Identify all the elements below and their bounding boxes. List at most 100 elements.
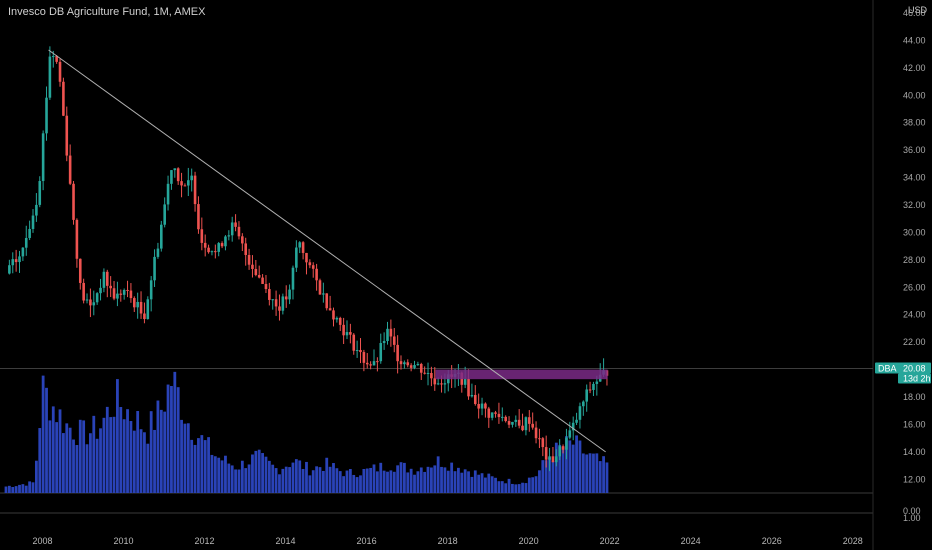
- candle-body: [288, 289, 291, 300]
- volume-bar: [531, 477, 535, 493]
- volume-bar: [325, 457, 329, 493]
- volume-bar: [338, 471, 342, 493]
- candle-body: [318, 280, 322, 295]
- y-tick-label: 42.00: [903, 63, 926, 73]
- lower-pane-tick: 1.00: [903, 513, 921, 523]
- volume-bar: [524, 483, 528, 493]
- candle-body: [217, 243, 220, 252]
- y-tick-label: 12.00: [903, 474, 926, 484]
- candle-body: [362, 352, 366, 363]
- candle-body: [538, 438, 541, 440]
- x-tick-label: 2018: [438, 536, 458, 546]
- volume-bar: [440, 466, 443, 493]
- x-tick-label: 2016: [357, 536, 377, 546]
- y-tick-label: 30.00: [903, 227, 926, 237]
- volume-bar: [305, 461, 308, 493]
- candle-body: [68, 155, 72, 184]
- volume-bar: [126, 409, 129, 493]
- volume-bar: [112, 416, 116, 493]
- volume-bar: [598, 461, 602, 493]
- volume-bar: [392, 471, 396, 493]
- time-axis: 2008 2010 2012 2014 2016 2018 2020 2022 2024 2026…: [32, 536, 862, 546]
- volume-bar: [575, 435, 578, 493]
- volume-bar: [58, 409, 62, 493]
- volume-bar: [200, 435, 204, 493]
- candle-body: [203, 242, 207, 248]
- candle-body: [595, 381, 599, 384]
- candle-body: [338, 317, 342, 325]
- candle-body: [190, 175, 193, 181]
- candle-body: [55, 56, 58, 62]
- y-tick-label: 40.00: [903, 90, 926, 100]
- candle-body: [35, 204, 38, 216]
- candle-body: [386, 328, 389, 342]
- volume-bar: [558, 444, 562, 493]
- volume-bar: [55, 422, 59, 493]
- candle-body: [443, 383, 447, 385]
- volume-bar: [261, 453, 264, 493]
- candle-body: [187, 180, 190, 186]
- candle-body: [180, 181, 183, 186]
- volume-bar: [413, 474, 416, 493]
- volume-bar: [166, 384, 170, 493]
- volume-bar: [176, 387, 180, 493]
- volume-bar: [396, 465, 400, 493]
- volume-bar: [588, 453, 592, 493]
- volume-bar: [193, 444, 197, 493]
- y-tick-label: 34.00: [903, 173, 926, 183]
- candle-body: [592, 383, 595, 390]
- volume-bar: [450, 462, 454, 493]
- candle-body: [78, 258, 82, 283]
- volume-bar: [227, 463, 231, 493]
- volume-bar: [61, 433, 65, 493]
- candle-body: [21, 247, 25, 257]
- candle-body: [308, 262, 312, 266]
- volume-bar: [514, 484, 518, 493]
- candle-body: [183, 185, 187, 187]
- volume-bar: [548, 457, 551, 493]
- volume-bar: [92, 415, 96, 493]
- volume-bar: [379, 462, 383, 493]
- candle-body: [582, 401, 585, 407]
- volume-bar: [382, 470, 386, 493]
- candle-body: [268, 289, 271, 300]
- volume-bar: [149, 411, 153, 493]
- candle-body: [413, 365, 416, 368]
- volume-bar: [561, 446, 565, 493]
- candle-body: [480, 403, 484, 409]
- badge-price: 20.08: [903, 363, 926, 373]
- candle-body: [264, 283, 268, 290]
- candle-body: [45, 97, 48, 134]
- volume-bar: [109, 417, 113, 493]
- candle-body: [470, 394, 474, 397]
- y-tick-label: 46.00: [903, 8, 926, 18]
- volume-bar: [119, 407, 123, 493]
- candle-body: [325, 293, 329, 309]
- x-tick-label: 2008: [32, 536, 52, 546]
- volume-bar: [45, 387, 48, 493]
- volume-bar: [14, 486, 18, 493]
- candle-body: [257, 274, 261, 278]
- candle-body: [311, 265, 315, 269]
- candle-body: [382, 341, 386, 344]
- volume-bar: [342, 476, 346, 493]
- candle-body: [528, 417, 531, 424]
- candlesticks: [8, 46, 609, 472]
- candle-body: [109, 285, 112, 289]
- candle-body: [75, 219, 79, 259]
- candle-body: [494, 412, 497, 414]
- volume-bar: [271, 464, 275, 493]
- candle-body: [406, 362, 410, 366]
- candle-body: [342, 324, 345, 336]
- candle-body: [126, 289, 129, 291]
- volume-bar: [605, 462, 609, 493]
- candle-body: [166, 183, 170, 205]
- volume-bar: [602, 456, 605, 493]
- volume-bar: [284, 466, 288, 493]
- candle-body: [18, 256, 21, 263]
- candle-body: [328, 308, 332, 311]
- candle-body: [305, 252, 308, 263]
- candle-body: [349, 332, 352, 335]
- volume-bar: [321, 470, 325, 493]
